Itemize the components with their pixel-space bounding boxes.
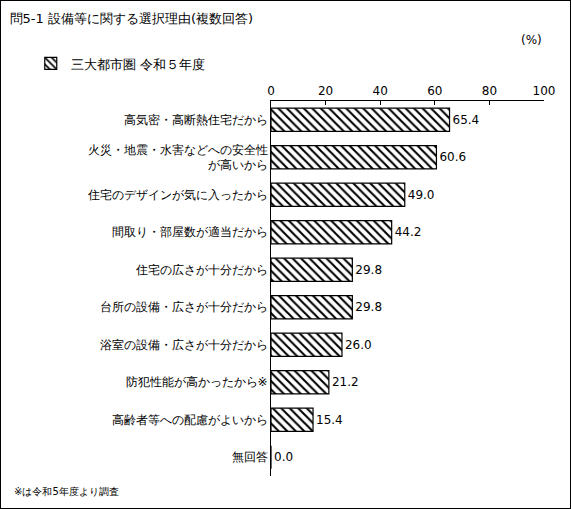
svg-text:高気密・高断熱住宅だから: 高気密・高断熱住宅だから xyxy=(124,113,268,127)
svg-text:火災・地震・水害などへの安全性が高いから: 火災・地震・水害などへの安全性が高いから xyxy=(88,143,268,173)
svg-text:(%): (%) xyxy=(521,33,542,47)
svg-text:40: 40 xyxy=(373,84,388,98)
svg-text:防犯性能が高かったから※: 防犯性能が高かったから※ xyxy=(126,375,268,389)
svg-text:無回答: 無回答 xyxy=(232,450,268,464)
svg-text:26.0: 26.0 xyxy=(345,338,372,352)
svg-text:60: 60 xyxy=(427,84,442,98)
svg-text:0: 0 xyxy=(267,84,275,98)
svg-text:80: 80 xyxy=(482,84,497,98)
svg-text:住宅のデザインが気に入ったから: 住宅のデザインが気に入ったから xyxy=(87,188,268,202)
svg-text:49.0: 49.0 xyxy=(408,188,435,202)
svg-text:44.2: 44.2 xyxy=(395,225,422,239)
svg-text:問5-1 設備等に関する選択理由(複数回答): 問5-1 設備等に関する選択理由(複数回答) xyxy=(10,11,254,26)
svg-text:100: 100 xyxy=(533,84,556,98)
svg-text:60.6: 60.6 xyxy=(439,150,466,164)
svg-text:高齢者等への配慮がよいから: 高齢者等への配慮がよいから xyxy=(112,413,268,427)
svg-text:住宅の広さが十分だから: 住宅の広さが十分だから xyxy=(135,263,268,277)
svg-text:※は令和5年度より調査: ※は令和5年度より調査 xyxy=(14,486,119,497)
svg-text:29.8: 29.8 xyxy=(355,263,382,277)
svg-text:間取り・部屋数が適当だから: 間取り・部屋数が適当だから xyxy=(112,225,268,239)
svg-text:20: 20 xyxy=(318,84,333,98)
svg-text:三大都市圏 令和５年度: 三大都市圏 令和５年度 xyxy=(71,57,205,72)
svg-text:台所の設備・広さが十分だから: 台所の設備・広さが十分だから xyxy=(100,300,268,314)
svg-text:29.8: 29.8 xyxy=(355,300,382,314)
svg-text:65.4: 65.4 xyxy=(453,113,480,127)
svg-text:0.0: 0.0 xyxy=(274,450,293,464)
svg-text:浴室の設備・広さが十分だから: 浴室の設備・広さが十分だから xyxy=(100,338,268,352)
svg-text:15.4: 15.4 xyxy=(316,413,343,427)
svg-text:21.2: 21.2 xyxy=(332,375,359,389)
